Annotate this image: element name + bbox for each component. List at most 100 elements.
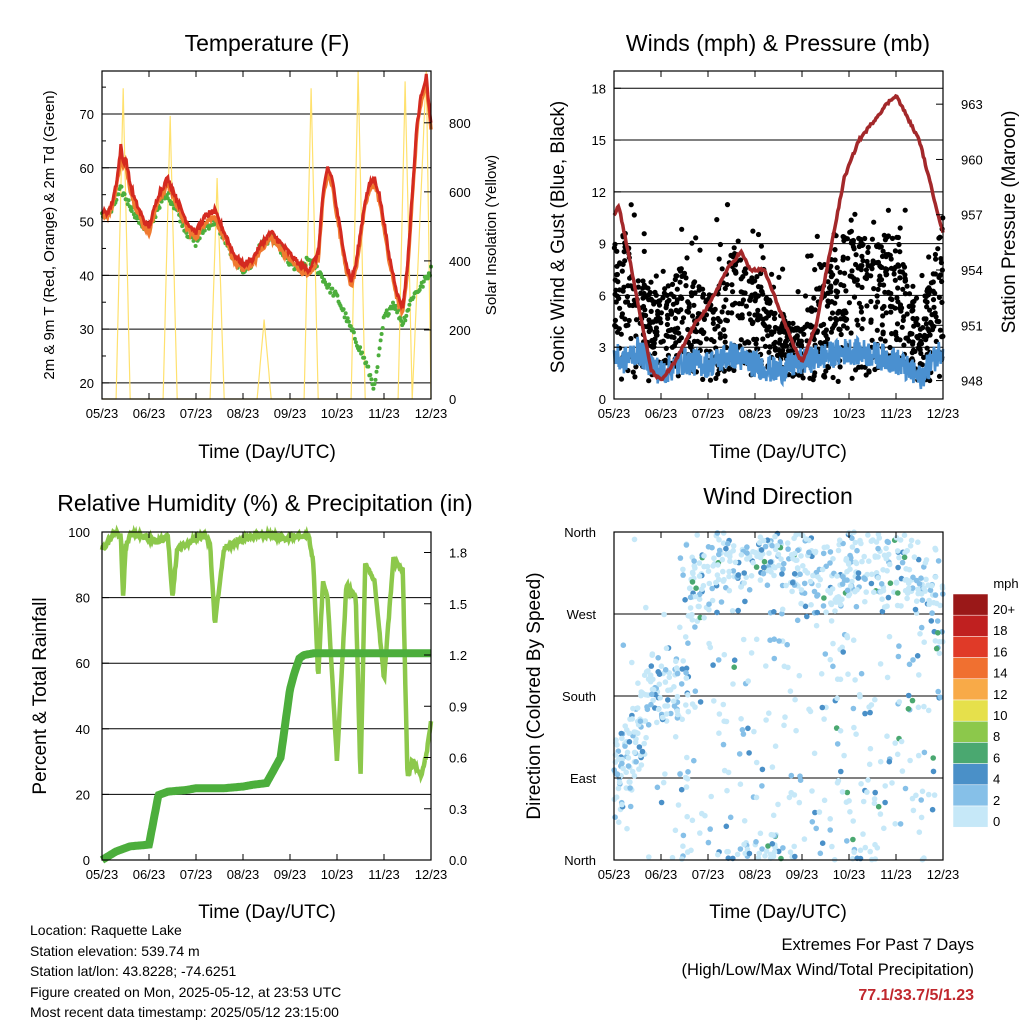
direction-point: [748, 650, 755, 656]
direction-point: [707, 826, 713, 832]
direction-ticks: 05/23 06/23 07/23 08/23 09/23 10/23 11/23 12/23…: [562, 525, 959, 882]
direction-point: [847, 583, 854, 589]
direction-point: [687, 605, 694, 611]
direction-point: [622, 723, 628, 729]
gust-point: [848, 228, 855, 234]
direction-point: [813, 622, 820, 629]
direction-point: [907, 543, 914, 549]
gust-point: [871, 286, 877, 292]
extremes-box: Extremes For Past 7 Days (High/Low/Max W…: [681, 933, 974, 1008]
direction-point: [843, 799, 850, 805]
direction-point: [779, 610, 785, 617]
direction-point: [694, 532, 700, 538]
pressure-ytick-label: 957: [961, 208, 983, 223]
precip-ytick-label: 1.5: [449, 597, 467, 612]
direction-point: [709, 544, 715, 551]
gust-point: [723, 297, 729, 303]
gust-point: [648, 308, 654, 314]
direction-point: [788, 772, 795, 779]
direction-point: [753, 839, 759, 845]
direction-point: [867, 745, 874, 752]
direction-point: [906, 661, 913, 668]
direction-point: [872, 789, 878, 796]
gust-point: [910, 303, 916, 309]
gust-point: [782, 339, 789, 345]
winds-ytick-label: 0: [599, 392, 606, 407]
gust-point: [655, 315, 661, 321]
direction-point: [705, 568, 712, 574]
temperature-ticks: 05/23 06/23 07/23 08/23 09/23 10/23 11/23 12/23…: [80, 71, 471, 421]
gust-point: [909, 308, 915, 314]
direction-point: [864, 789, 870, 795]
winds-xtick-label: 12/23: [927, 406, 960, 421]
direction-point: [902, 549, 908, 556]
dewpoint-point: [357, 348, 361, 353]
direction-point: [714, 572, 721, 578]
direction-point: [721, 718, 727, 724]
gust-point: [906, 338, 912, 344]
gust-point: [901, 314, 907, 320]
direction-point: [806, 706, 812, 713]
direction-point: [860, 831, 866, 837]
direction-point: [672, 734, 679, 740]
direction-point: [751, 728, 757, 735]
gust-point: [772, 347, 779, 353]
direction-point: [905, 692, 912, 699]
gust-point: [838, 316, 844, 322]
gust-point: [697, 340, 704, 346]
direction-point: [814, 609, 820, 616]
direction-point: [911, 554, 918, 560]
temperature-title: Temperature (F): [185, 30, 350, 56]
direction-point: [853, 560, 860, 567]
direction-point: [699, 586, 705, 592]
direction-point: [746, 750, 752, 756]
direction-point: [872, 856, 878, 862]
gust-point: [895, 234, 902, 241]
direction-point: [820, 603, 827, 609]
gust-point: [680, 315, 687, 321]
gust-point: [771, 315, 778, 322]
direction-point: [626, 739, 633, 745]
direction-point: [852, 677, 858, 683]
direction-point: [683, 670, 689, 676]
direction-point: [857, 693, 863, 700]
gust-point: [691, 302, 697, 308]
gust-point: [641, 231, 647, 237]
direction-point: [727, 553, 733, 560]
direction-point: [935, 688, 941, 695]
gust-point: [653, 332, 660, 338]
direction-point: [919, 597, 926, 603]
direction-point: [930, 755, 936, 761]
temperature-xtick-label: 11/23: [368, 406, 400, 421]
temperature-xtick-label: 10/23: [321, 406, 354, 421]
direction-point: [844, 838, 850, 844]
direction-point: [669, 854, 676, 861]
humidity-xtick-label: 12/23: [415, 867, 448, 882]
gust-point: [845, 255, 851, 261]
gust-point: [645, 285, 651, 291]
direction-point: [882, 799, 888, 806]
gust-point: [898, 308, 904, 314]
direction-point: [753, 759, 760, 766]
gust-point: [743, 303, 750, 309]
direction-point: [916, 829, 923, 835]
direction-point: [896, 554, 902, 561]
gust-point: [757, 313, 763, 319]
direction-point: [785, 546, 791, 552]
dewpoint-point: [401, 321, 406, 326]
precip-ytick-label: 0.6: [449, 751, 467, 766]
gust-point: [623, 299, 629, 305]
gust-point: [864, 271, 870, 278]
colorbar-label: 16: [993, 644, 1007, 659]
dewpoint-point: [127, 204, 132, 209]
humidity-ytick-label: 40: [76, 722, 90, 737]
gust-point: [700, 294, 706, 300]
gust-point: [837, 364, 843, 370]
direction-point: [877, 811, 884, 817]
direction-title: Wind Direction: [703, 483, 853, 509]
gust-point: [743, 270, 749, 276]
gust-point: [880, 313, 886, 319]
direction-xtick-label: 06/23: [645, 867, 678, 882]
gust-point: [910, 339, 916, 345]
direction-point: [706, 580, 713, 587]
